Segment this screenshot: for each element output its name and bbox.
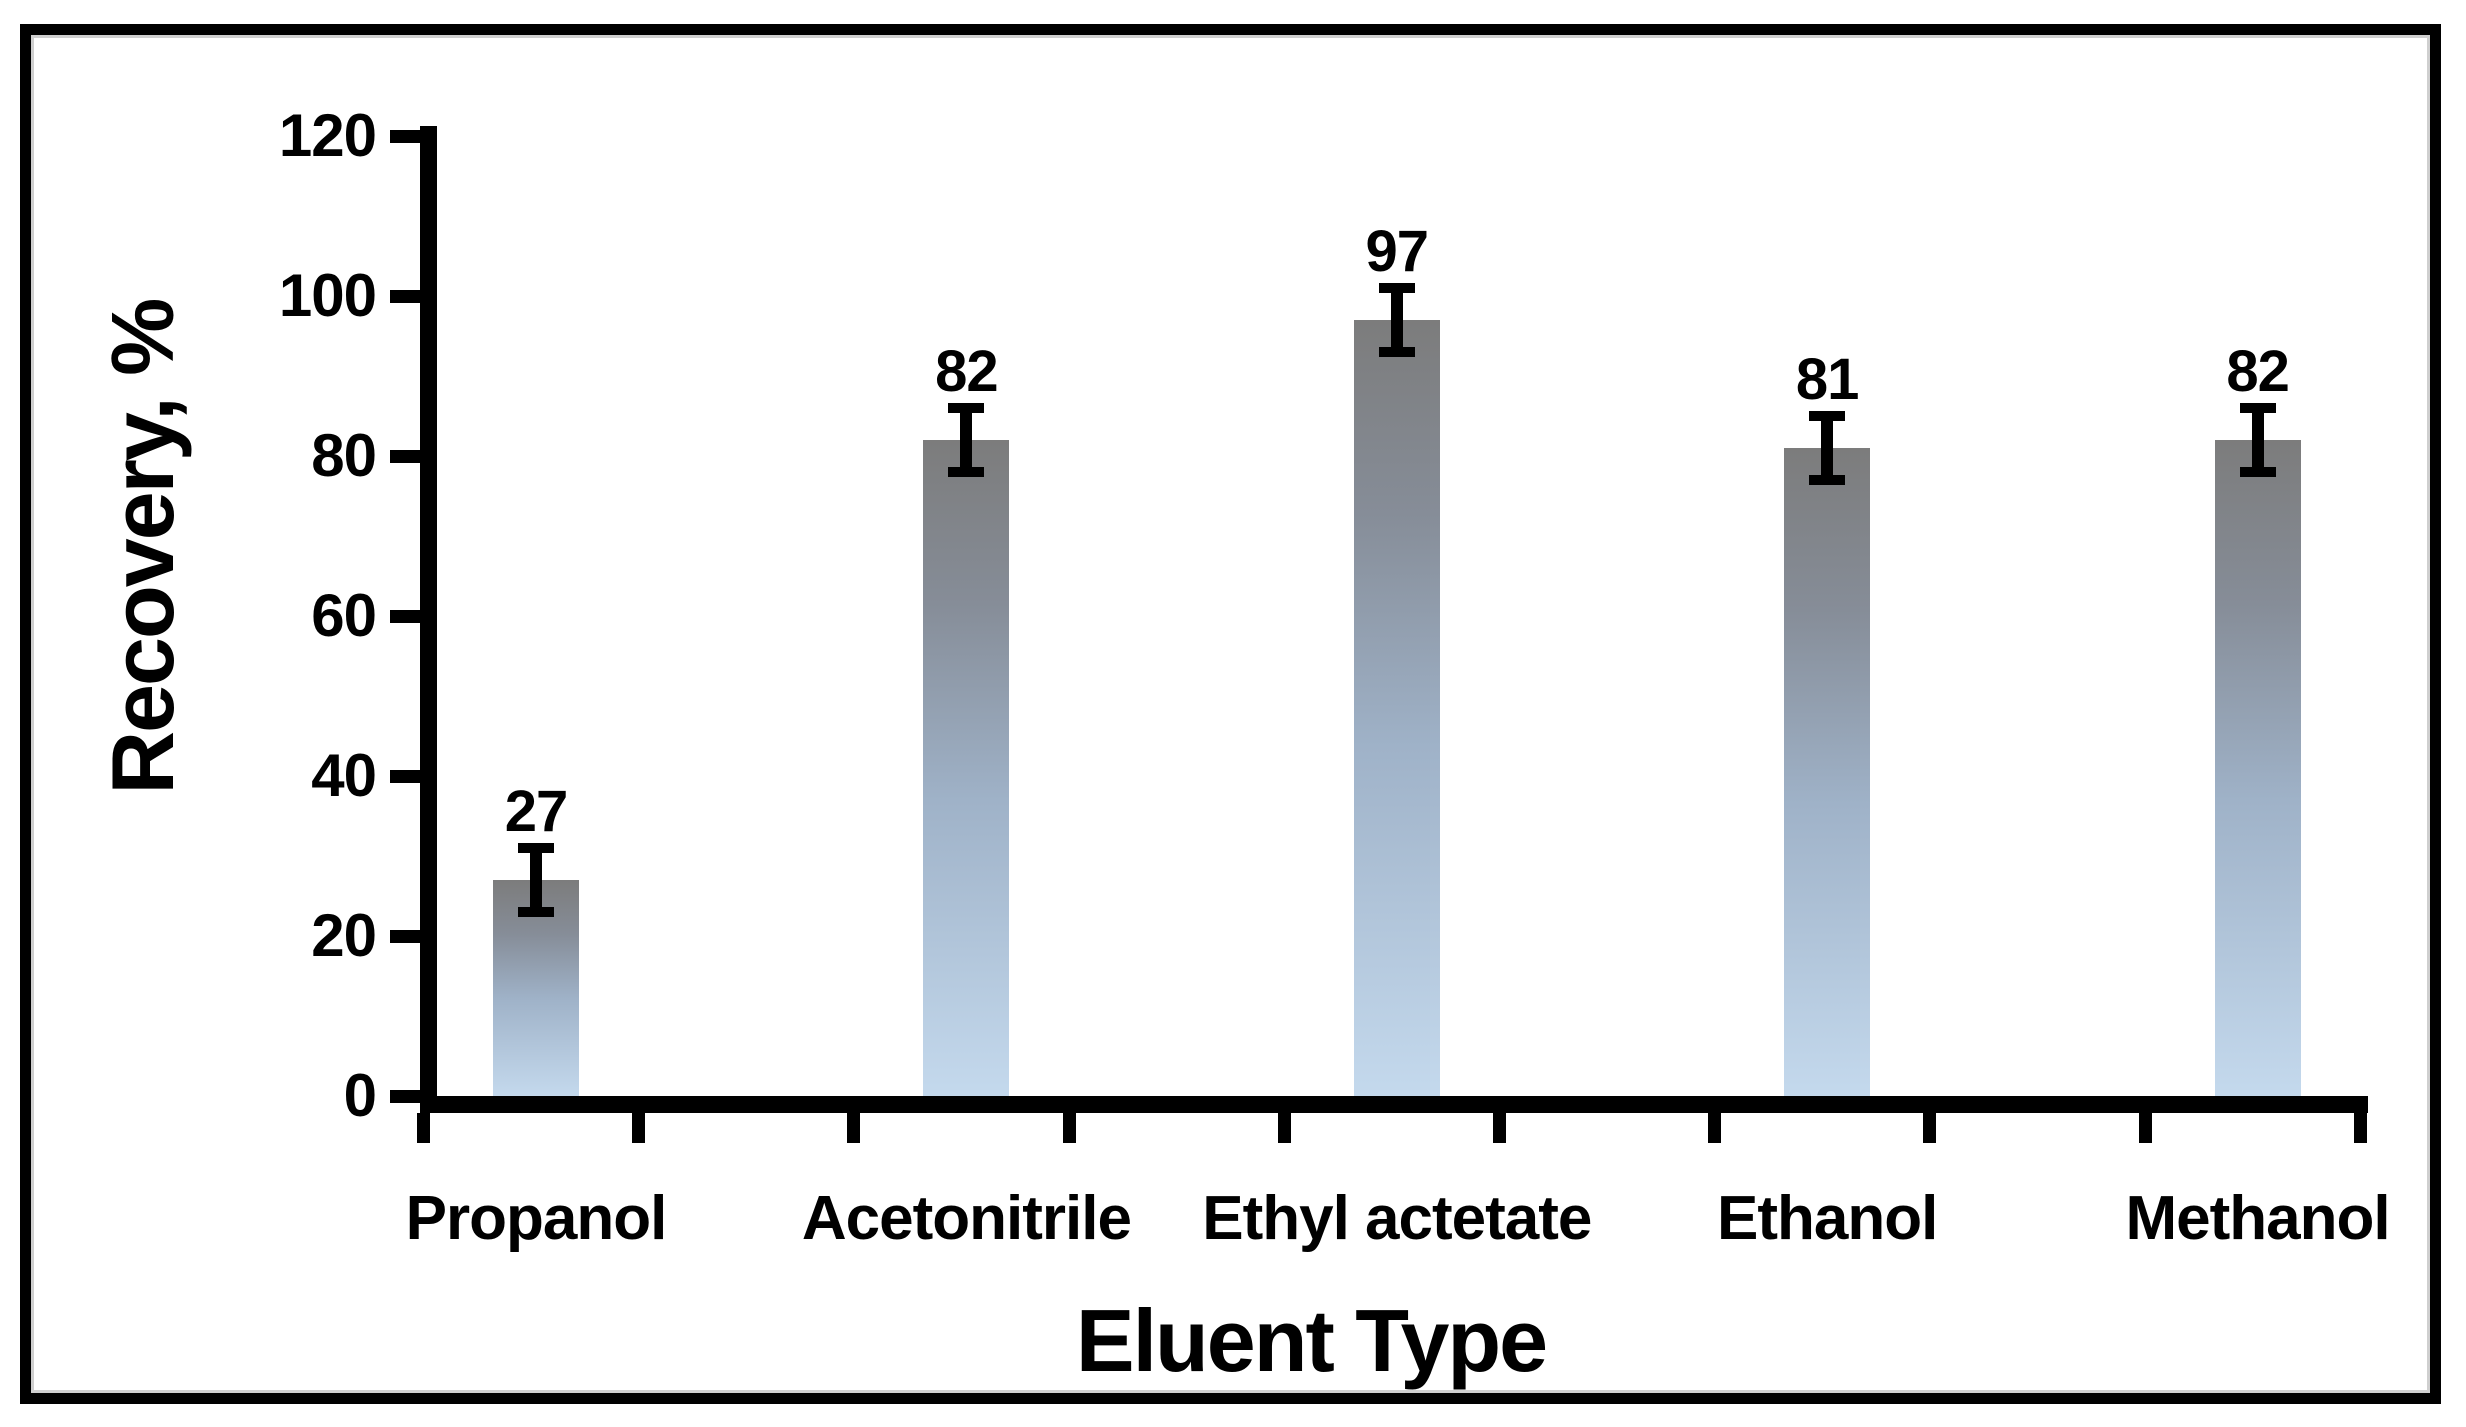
category-label: Acetonitrile bbox=[801, 1184, 1132, 1253]
bar bbox=[2214, 440, 2301, 1096]
y-tick-label: 120 bbox=[278, 102, 377, 169]
error-bar bbox=[2239, 403, 2276, 477]
y-tick-label: 100 bbox=[278, 262, 377, 329]
category-label: Ethyl actetate bbox=[1202, 1184, 1592, 1253]
x-tick bbox=[1062, 1113, 1076, 1143]
bar-value-label: 97 bbox=[1365, 219, 1430, 284]
y-tick-label: 80 bbox=[311, 422, 377, 489]
bar bbox=[1353, 320, 1440, 1096]
y-tick bbox=[390, 130, 421, 143]
error-bar-line bbox=[1390, 288, 1403, 352]
x-tick bbox=[632, 1113, 646, 1143]
y-tick bbox=[390, 930, 421, 943]
y-axis-line bbox=[420, 126, 437, 1113]
error-bar-bottom-cap bbox=[518, 907, 554, 917]
error-bar bbox=[948, 403, 985, 477]
category-label: Propanol bbox=[405, 1184, 668, 1253]
x-axis-line bbox=[420, 1096, 2368, 1113]
bar bbox=[1784, 448, 1871, 1096]
bar-value-label: 82 bbox=[935, 339, 999, 404]
error-bar-line bbox=[2251, 408, 2264, 472]
y-tick bbox=[390, 290, 421, 303]
x-tick bbox=[1708, 1113, 1722, 1143]
category-label: Methanol bbox=[2125, 1184, 2391, 1253]
error-bar-bottom-cap bbox=[2239, 467, 2276, 477]
y-tick bbox=[390, 770, 421, 783]
x-tick bbox=[2138, 1113, 2152, 1143]
y-tick bbox=[390, 1090, 421, 1103]
error-bar-line bbox=[1821, 416, 1834, 480]
bar-value-label: 81 bbox=[1795, 347, 1860, 412]
y-tick bbox=[390, 450, 421, 463]
x-tick bbox=[1493, 1113, 1506, 1143]
y-tick-label: 40 bbox=[311, 742, 377, 809]
error-bar-bottom-cap bbox=[1378, 347, 1415, 357]
category-label: Ethanol bbox=[1717, 1184, 1938, 1253]
x-axis-title: Eluent Type bbox=[1075, 1291, 1548, 1390]
error-bar bbox=[1378, 283, 1415, 357]
x-tick bbox=[1923, 1113, 1937, 1143]
error-bar-line bbox=[530, 848, 542, 912]
bar-value-label: 82 bbox=[2226, 339, 2290, 404]
x-tick bbox=[2353, 1113, 2367, 1143]
y-tick-label: 0 bbox=[343, 1062, 377, 1129]
error-bar-line bbox=[960, 408, 973, 472]
error-bar bbox=[518, 843, 554, 917]
y-axis-title: Recovery, % bbox=[93, 299, 192, 795]
bar-value-label: 27 bbox=[504, 779, 569, 844]
error-bar-bottom-cap bbox=[1809, 475, 1846, 485]
figure-frame: Recovery, % Eluent Type 0 20 40 60 80 100 120 2… bbox=[20, 24, 2441, 1404]
y-tick-label: 20 bbox=[311, 902, 377, 969]
x-tick bbox=[1277, 1113, 1291, 1143]
error-bar-bottom-cap bbox=[948, 467, 985, 477]
x-tick bbox=[417, 1113, 430, 1143]
y-tick-label: 60 bbox=[311, 582, 377, 649]
x-tick bbox=[847, 1113, 861, 1143]
bar bbox=[923, 440, 1010, 1096]
y-tick bbox=[390, 610, 421, 623]
error-bar bbox=[1809, 411, 1846, 485]
